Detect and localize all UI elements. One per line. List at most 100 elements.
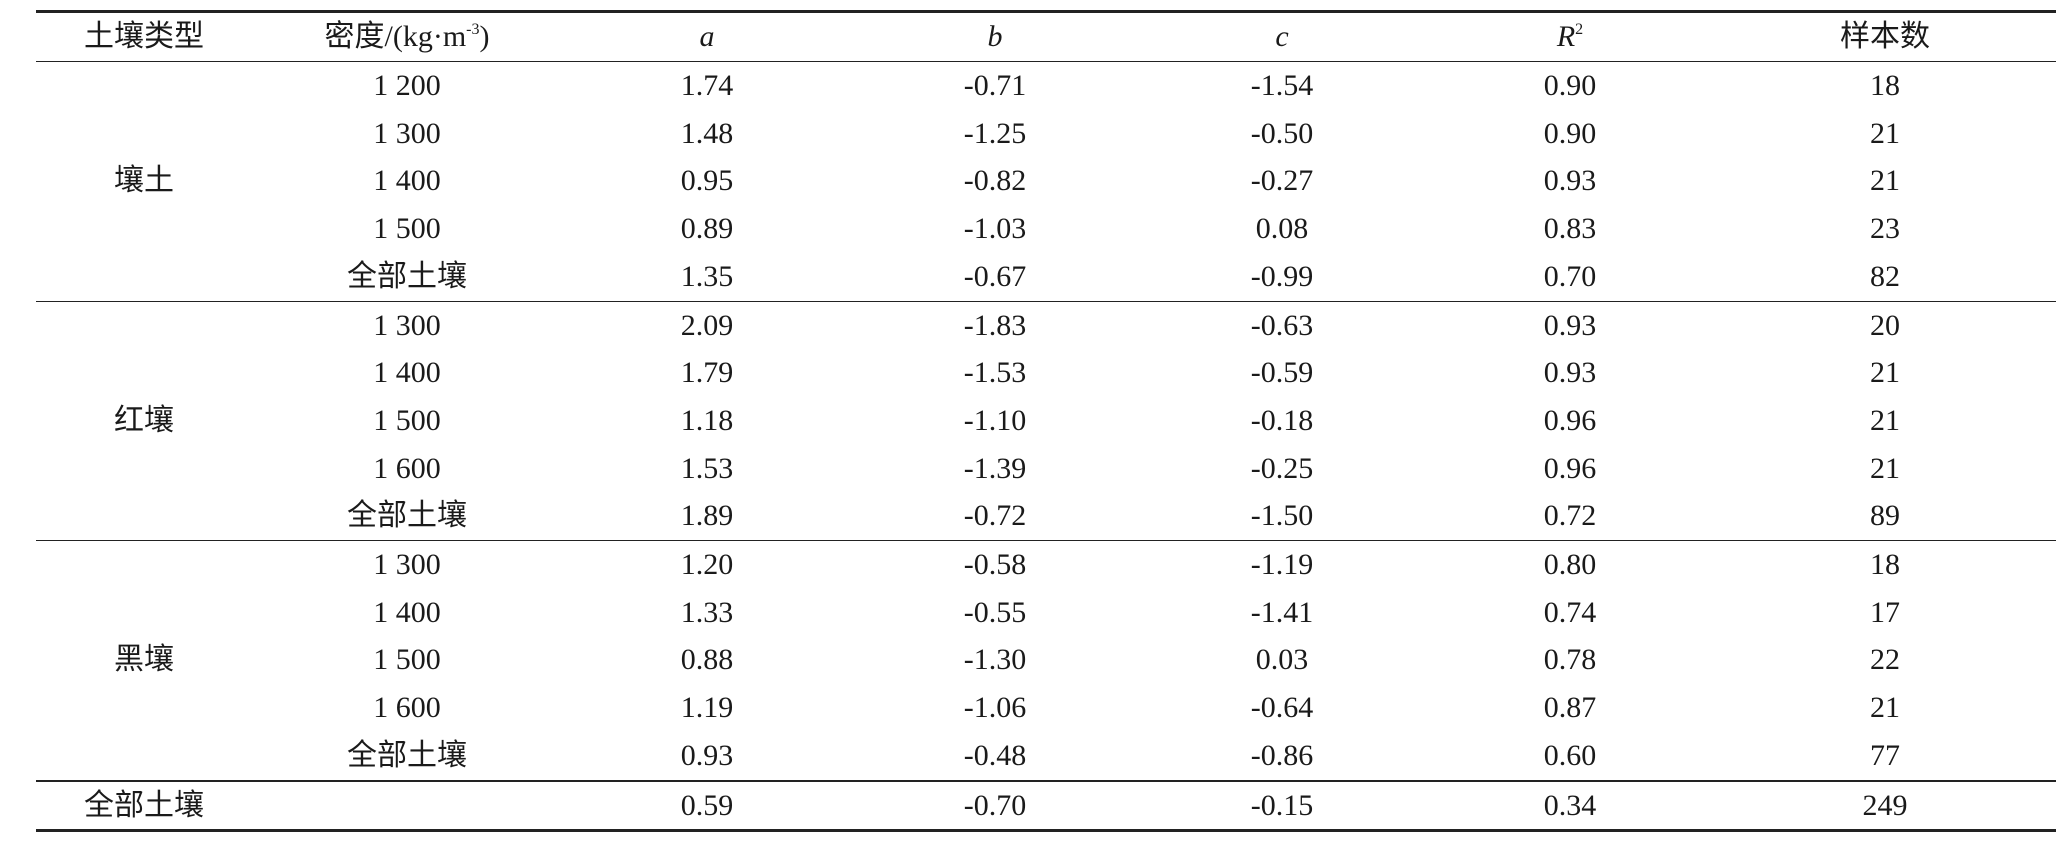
cell-b: -0.48 xyxy=(963,738,1027,772)
cell-density: 1 200 xyxy=(252,60,562,110)
cell-samples: 18 xyxy=(1714,540,2056,589)
header-density: 密度/(kg·m-3) xyxy=(252,10,562,62)
cell-a: 0.95 xyxy=(680,164,734,198)
cell-density: 1 300 xyxy=(252,540,562,589)
cell-r2: 0.74 xyxy=(1543,595,1597,629)
cell-density: 1 500 xyxy=(373,403,441,437)
cell-samples: 21 xyxy=(1870,116,1900,150)
cell-samples: 17 xyxy=(1870,595,1900,629)
cell-c: -0.27 xyxy=(1250,164,1314,198)
cell-density: 1 600 xyxy=(373,691,441,725)
cell-b: -0.72 xyxy=(963,499,1027,533)
table-row: 1 400 0.95 -0.82 -0.27 0.93 21 xyxy=(36,157,2056,205)
cell-c: -1.19 xyxy=(1138,540,1426,589)
table-row: 1 500 0.89 -1.03 0.08 0.83 23 xyxy=(36,205,2056,253)
cell-a: 1.79 xyxy=(680,356,734,390)
table-row: 1 300 1.48 -1.25 -0.50 0.90 21 xyxy=(36,110,2056,158)
cell-samples: 22 xyxy=(1870,643,1900,677)
cell-r2: 0.93 xyxy=(1426,300,1714,350)
cell-r2: 0.34 xyxy=(1426,779,1714,833)
header-c: c xyxy=(1138,10,1426,62)
cell-a: 1.35 xyxy=(680,259,734,293)
cell-r2: 0.96 xyxy=(1543,403,1597,437)
cell-a: 1.53 xyxy=(680,451,734,485)
header-a: a xyxy=(562,10,852,62)
cell-density: 全部土壤 xyxy=(347,259,467,293)
cell-r2: 0.96 xyxy=(1543,451,1597,485)
table-row: 1 600 1.19 -1.06 -0.64 0.87 21 xyxy=(36,684,2056,732)
table-body: 壤土 1 200 1.74 -0.71 -1.54 0.90 18 1 300 1.48 -1.2… xyxy=(36,60,2056,833)
cell-a: 1.19 xyxy=(680,691,734,725)
table-row: 红壤 1 300 2.09 -1.83 -0.63 0.93 20 xyxy=(36,300,2056,541)
cell-r2: 0.90 xyxy=(1543,116,1597,150)
table-container: 土壤类型 密度/(kg·m-3) a b c R2 样本数 壤土 1 200 1.7… xyxy=(36,10,2056,833)
cell-samples: 23 xyxy=(1870,212,1900,246)
cell-samples: 82 xyxy=(1870,259,1900,293)
table-row: 黑壤 1 300 1.20 -0.58 -1.19 0.80 18 xyxy=(36,540,2056,781)
table-row: 全部土壤 1.89 -0.72 -1.50 0.72 89 xyxy=(36,492,2056,540)
table-row: 全部土壤 0.93 -0.48 -0.86 0.60 77 xyxy=(36,732,2056,781)
cell-b: -0.67 xyxy=(963,259,1027,293)
cell-samples: 249 xyxy=(1714,779,2056,833)
table-row: 1 500 0.88 -1.30 0.03 0.78 22 xyxy=(36,636,2056,684)
cell-c: -0.50 xyxy=(1250,116,1314,150)
group-label: 黑壤 xyxy=(36,540,252,781)
cell-r2: 0.87 xyxy=(1543,691,1597,725)
cell-a: 2.09 xyxy=(562,300,852,350)
header-density-prefix: 密度/(kg·m xyxy=(324,20,467,53)
cell-r2: 0.78 xyxy=(1543,643,1597,677)
cell-r2: 0.90 xyxy=(1426,60,1714,110)
cell-density: 1 400 xyxy=(373,356,441,390)
cell-density: 1 400 xyxy=(373,164,441,198)
header-r-base: R xyxy=(1556,20,1576,53)
cell-b: -1.10 xyxy=(963,403,1027,437)
cell-density: 1 300 xyxy=(373,116,441,150)
cell-c: -0.18 xyxy=(1250,403,1314,437)
cell-b: -1.06 xyxy=(963,691,1027,725)
cell-r2: 0.93 xyxy=(1543,164,1597,198)
cell-b: -0.55 xyxy=(963,595,1027,629)
cell-a: 1.20 xyxy=(562,540,852,589)
cell-c: -0.64 xyxy=(1250,691,1314,725)
cell-a: 0.59 xyxy=(562,779,852,833)
header-row: 土壤类型 密度/(kg·m-3) a b c R2 样本数 xyxy=(36,10,2056,62)
table-row: 1 400 1.79 -1.53 -0.59 0.93 21 xyxy=(36,349,2056,397)
cell-density: 1 600 xyxy=(373,451,441,485)
cell-b: -0.71 xyxy=(852,60,1138,110)
cell-c: -0.63 xyxy=(1138,300,1426,350)
cell-density: 1 300 xyxy=(252,300,562,350)
cell-b: -0.82 xyxy=(963,164,1027,198)
cell-density: 1 400 xyxy=(373,595,441,629)
total-row: 全部土壤 0.59 -0.70 -0.15 0.34 249 xyxy=(36,779,2056,833)
cell-samples: 89 xyxy=(1870,499,1900,533)
cell-density: 全部土壤 xyxy=(347,499,467,533)
cell-r2: 0.72 xyxy=(1543,499,1597,533)
cell-c: 0.03 xyxy=(1255,643,1309,677)
header-density-suffix: ) xyxy=(479,20,490,53)
cell-b: -1.03 xyxy=(963,212,1027,246)
cell-density: 全部土壤 xyxy=(347,738,467,772)
cell-a: 1.48 xyxy=(680,116,734,150)
cell-samples: 21 xyxy=(1870,403,1900,437)
table-row: 1 500 1.18 -1.10 -0.18 0.96 21 xyxy=(36,397,2056,445)
cell-samples: 21 xyxy=(1870,164,1900,198)
cell-c: -0.86 xyxy=(1250,738,1314,772)
cell-a: 0.89 xyxy=(680,212,734,246)
cell-a: 0.93 xyxy=(680,738,734,772)
cell-b: -0.70 xyxy=(852,779,1138,833)
cell-a: 1.33 xyxy=(680,595,734,629)
cell-b: -1.83 xyxy=(852,300,1138,350)
cell-c: -0.99 xyxy=(1250,259,1314,293)
cell-c: -0.15 xyxy=(1138,779,1426,833)
cell-b: -0.58 xyxy=(852,540,1138,589)
cell-c: -0.59 xyxy=(1250,356,1314,390)
cell-b: -1.53 xyxy=(963,356,1027,390)
cell-r2: 0.83 xyxy=(1543,212,1597,246)
cell-samples: 18 xyxy=(1714,60,2056,110)
table-row: 全部土壤 1.35 -0.67 -0.99 0.70 82 xyxy=(36,253,2056,301)
cell-a: 1.74 xyxy=(562,60,852,110)
header-density-exp: -3 xyxy=(466,21,480,38)
cell-a: 0.88 xyxy=(680,643,734,677)
cell-b: -1.25 xyxy=(963,116,1027,150)
cell-density xyxy=(252,779,562,833)
